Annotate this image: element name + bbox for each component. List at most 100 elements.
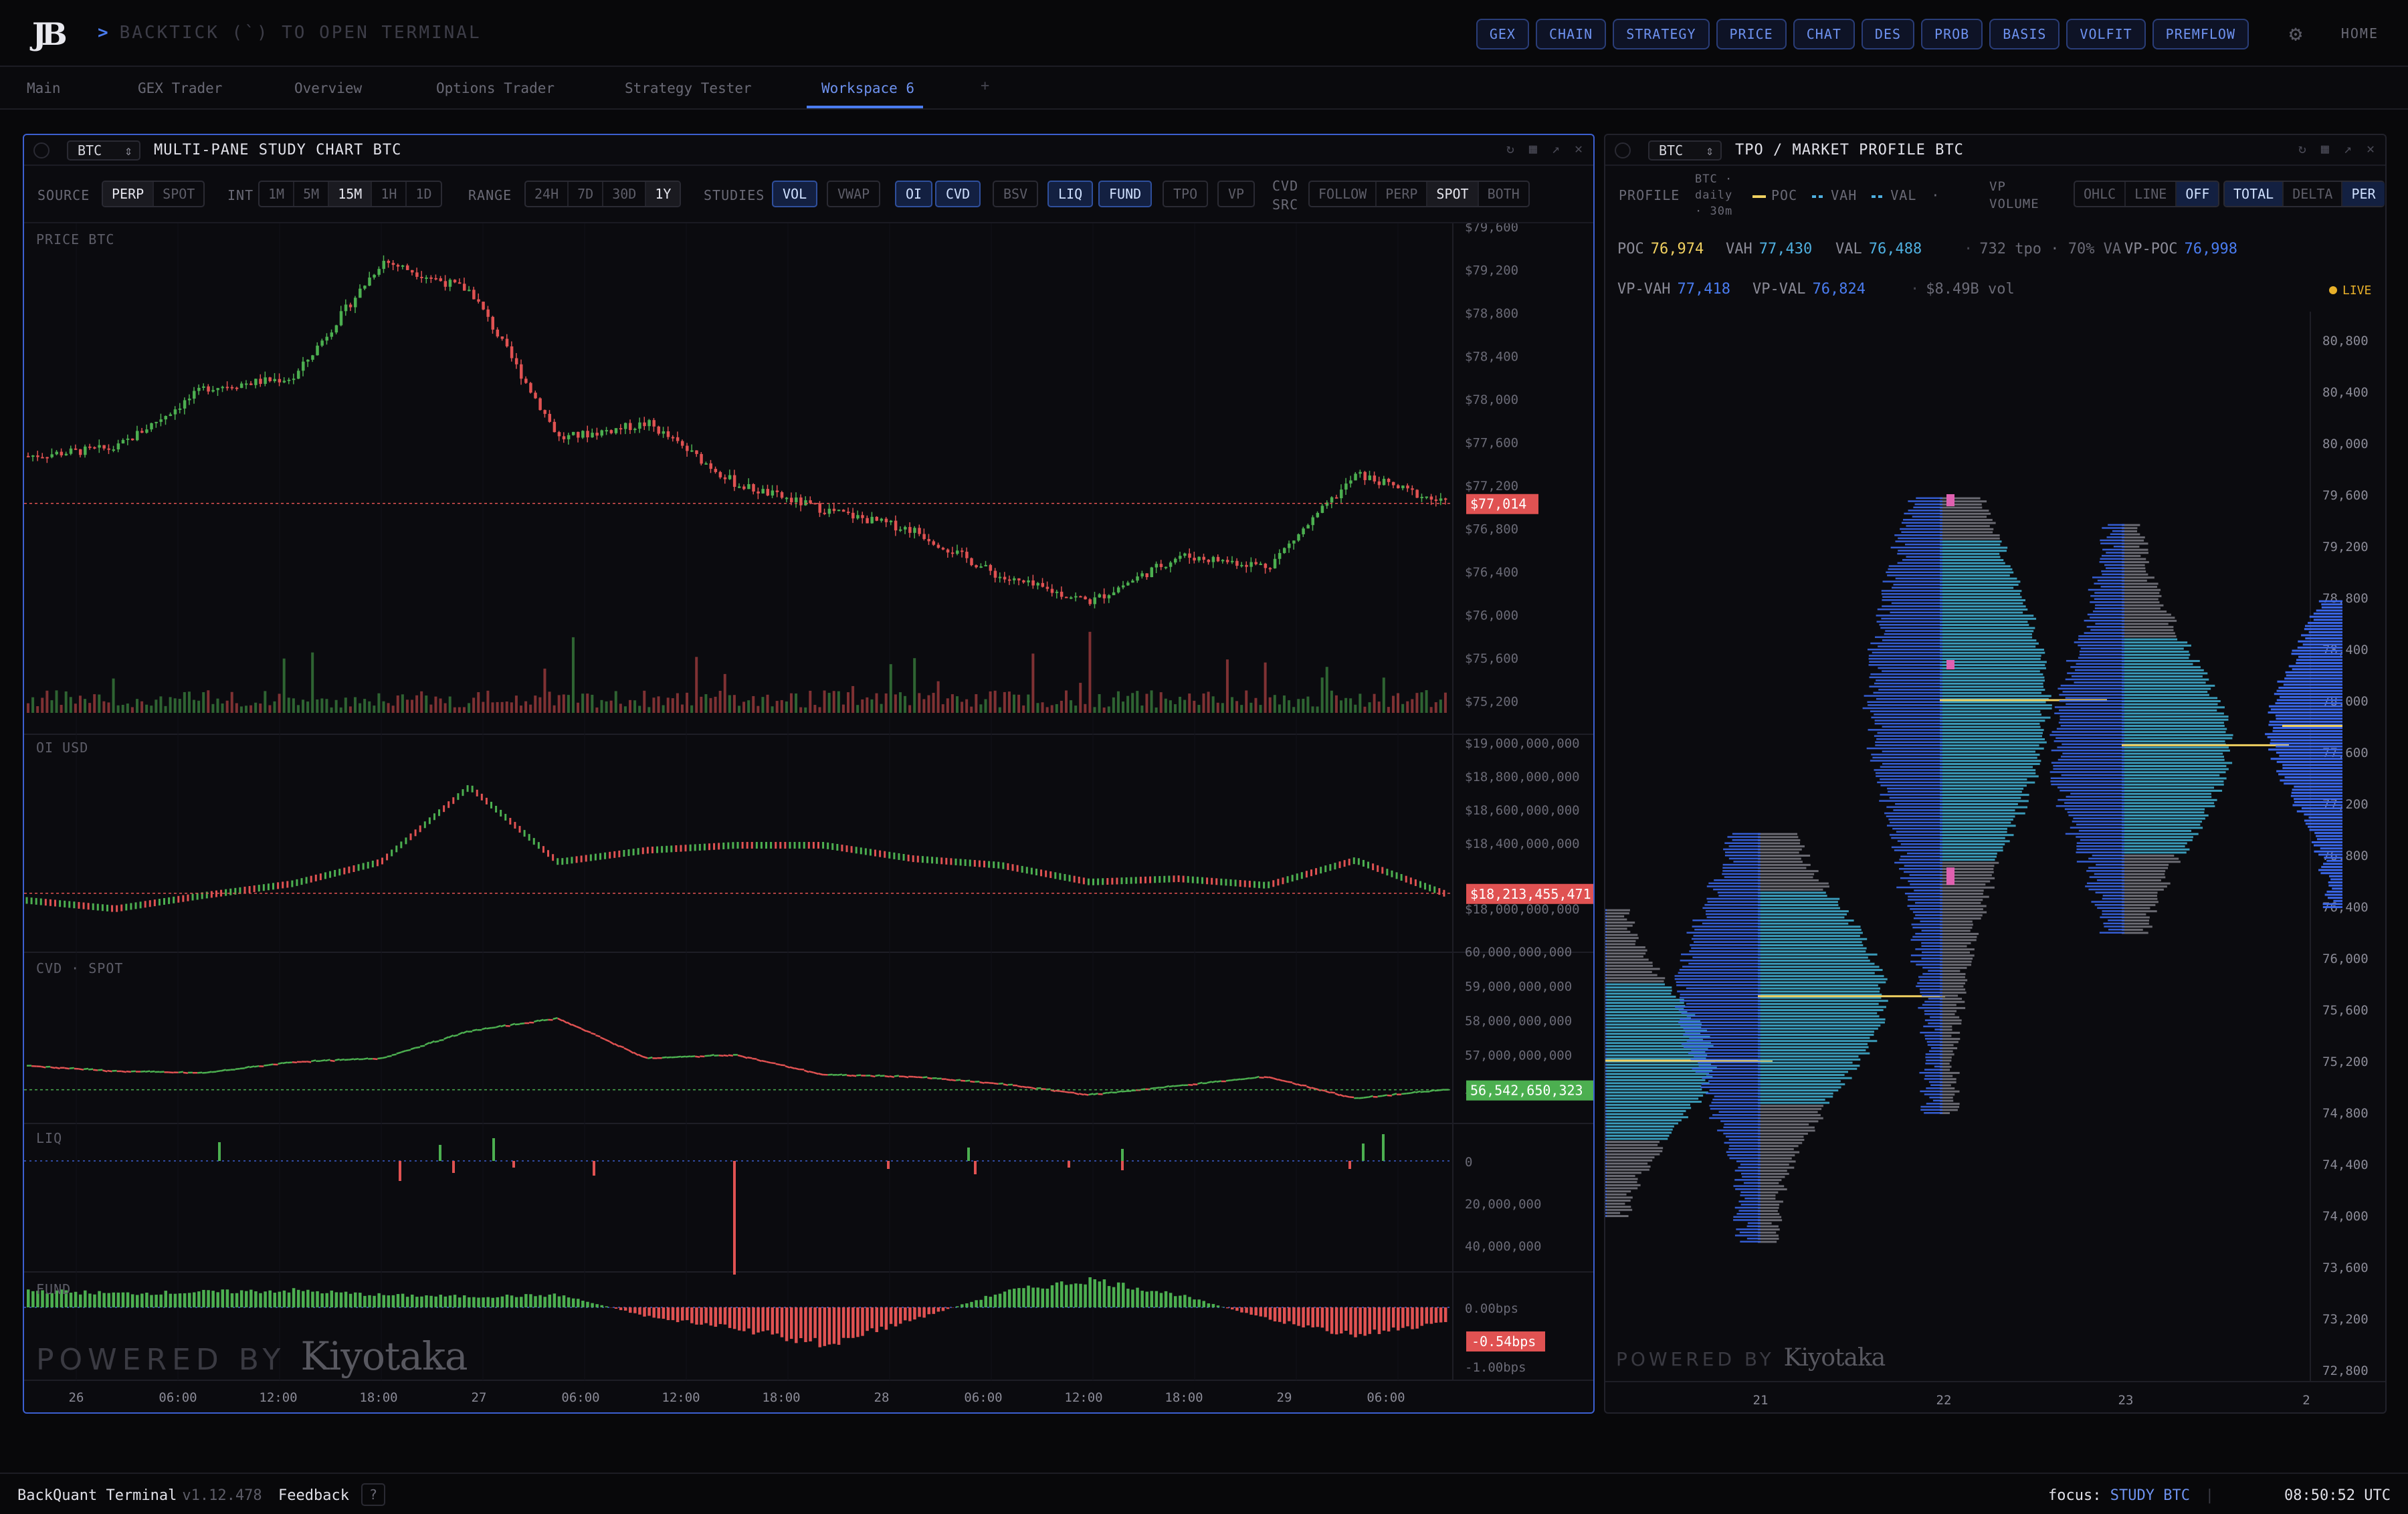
study-bsv[interactable]: BSV [993,181,1039,207]
tpo-symbol-select[interactable]: BTC ⇕ [1648,140,1722,160]
price-candle [273,378,277,381]
int-1m[interactable]: 1M [260,182,295,206]
vp-bar [1739,1231,1761,1234]
tab-options-trader[interactable]: Options Trader [436,80,555,96]
brand-logo[interactable]: JB [32,16,68,52]
vp-delta[interactable]: DELTA [2284,182,2343,206]
vp-line[interactable]: LINE [2126,182,2177,206]
study-vp[interactable]: VP [1217,181,1256,207]
nav-premflow-button[interactable]: PREMFLOW [2152,19,2249,49]
nav-basis-button[interactable]: BASIS [1989,19,2060,49]
tpo-bar [1758,1216,1782,1218]
price-candle [330,332,334,337]
vp-bar [1876,738,1942,740]
cvd-both[interactable]: BOTH [1487,186,1520,202]
volume-bar [391,706,395,713]
study-liq[interactable]: LIQ [1047,181,1094,207]
grip-icon[interactable]: ▦ [1528,140,1537,156]
tpo-bar [1605,968,1660,970]
nav-price-button[interactable]: PRICE [1716,19,1787,49]
nav-chain-button[interactable]: CHAIN [1535,19,1607,49]
add-tab-button[interactable]: + [981,78,990,94]
close-icon[interactable]: ✕ [2366,140,2375,156]
help-button[interactable]: ? [361,1483,385,1506]
study-fund[interactable]: FUND [1098,181,1152,207]
panel-link-dot[interactable] [33,142,49,158]
fund-bar [211,1291,215,1307]
nav-strategy-button[interactable]: STRATEGY [1613,19,1710,49]
volume-bar [1159,692,1163,713]
gear-icon[interactable]: ⚙ [2289,21,2302,46]
tpo-bar [1940,760,2041,762]
price-tick-label: $75,200 [1465,695,1518,710]
vp-bar [1676,981,1761,983]
grip-icon[interactable]: ▦ [2320,140,2329,156]
range-30d[interactable]: 30D [603,182,647,206]
price-candle [302,361,305,371]
vp-off[interactable]: OFF [2177,182,2219,206]
cvd-segment [1245,1077,1250,1080]
volume-bar [302,699,305,713]
tpo-bar [1940,710,2041,713]
vp-total[interactable]: TOTAL [2225,182,2284,206]
fund-bar [330,1290,334,1307]
study-vol[interactable]: VOL [772,181,818,207]
study-oi[interactable]: OI [895,181,933,207]
study-cvd[interactable]: CVD [935,181,981,207]
range-7d[interactable]: 7D [569,182,604,206]
vp-per[interactable]: PER [2342,182,2385,206]
cvd-spot[interactable]: SPOT [1427,182,1479,206]
tpo-bar [2291,792,2342,794]
tpo-bar [1605,918,1627,921]
legend-label: VAH [1831,187,1858,203]
vp-bar [1888,568,1942,570]
vp-bar [1734,1234,1761,1236]
nav-gex-button[interactable]: GEX [1476,19,1529,49]
home-link[interactable]: HOME [2340,25,2379,41]
feedback-link[interactable]: Feedback [278,1487,349,1504]
int-5m[interactable]: 5M [294,182,330,206]
study-symbol-select[interactable]: BTC ⇕ [67,140,140,160]
refresh-icon[interactable]: ↻ [2298,140,2306,156]
source-spot[interactable]: SPOT [163,186,195,202]
tpo-bar [2304,628,2342,631]
study-chart-canvas[interactable]: $79,600$79,200$78,800$78,400$78,000$77,6… [24,223,1593,1414]
cvd-segment [870,1075,876,1078]
tpo-bar [1758,981,1886,984]
tab-gex-trader[interactable]: GEX Trader [138,80,223,96]
study-tpo[interactable]: TPO [1163,181,1209,207]
tab-strategy-tester[interactable]: Strategy Tester [625,80,752,96]
source-perp[interactable]: PERP [103,182,155,206]
fund-bar [155,1295,158,1307]
nav-des-button[interactable]: DES [1861,19,1915,49]
tab-workspace-6[interactable]: Workspace 6 [821,80,915,96]
vp-bar [2078,635,2124,637]
expand-icon[interactable]: ↗ [1551,140,1560,156]
int-1h[interactable]: 1H [372,182,407,206]
study-vwap[interactable]: VWAP [827,181,881,207]
vp-bar [1922,966,1942,969]
cvd-segment [1273,1077,1279,1081]
panel-link-dot[interactable] [1615,142,1631,158]
tpo-chart-canvas[interactable]: 80,80080,40080,00079,60079,20078,80078,4… [1605,312,2385,1414]
expand-icon[interactable]: ↗ [2343,140,2352,156]
vp-bar [1723,1126,1761,1129]
nav-prob-button[interactable]: PROB [1921,19,1983,49]
cvd-follow[interactable]: FOLLOW [1310,182,1377,206]
nav-volfit-button[interactable]: VOLFIT [2066,19,2146,49]
tab-overview[interactable]: Overview [294,80,363,96]
close-icon[interactable]: ✕ [1574,140,1583,156]
int-15m[interactable]: 15M [329,182,373,206]
tab-main[interactable]: Main [27,80,61,96]
range-1y[interactable]: 1Y [646,182,680,206]
refresh-icon[interactable]: ↻ [1506,140,1514,156]
cvd-perp[interactable]: PERP [1377,182,1428,206]
tpo-bar [1605,915,1625,917]
range-24h[interactable]: 24H [526,182,569,206]
int-1d[interactable]: 1D [415,186,432,202]
tpo-bar [2122,607,2161,610]
price-candle [1273,558,1277,568]
nav-chat-button[interactable]: CHAT [1793,19,1855,49]
vp-ohlc[interactable]: OHLC [2075,182,2126,206]
command-bar[interactable]: > BACKTICK (`) TO OPEN TERMINAL [98,23,482,43]
